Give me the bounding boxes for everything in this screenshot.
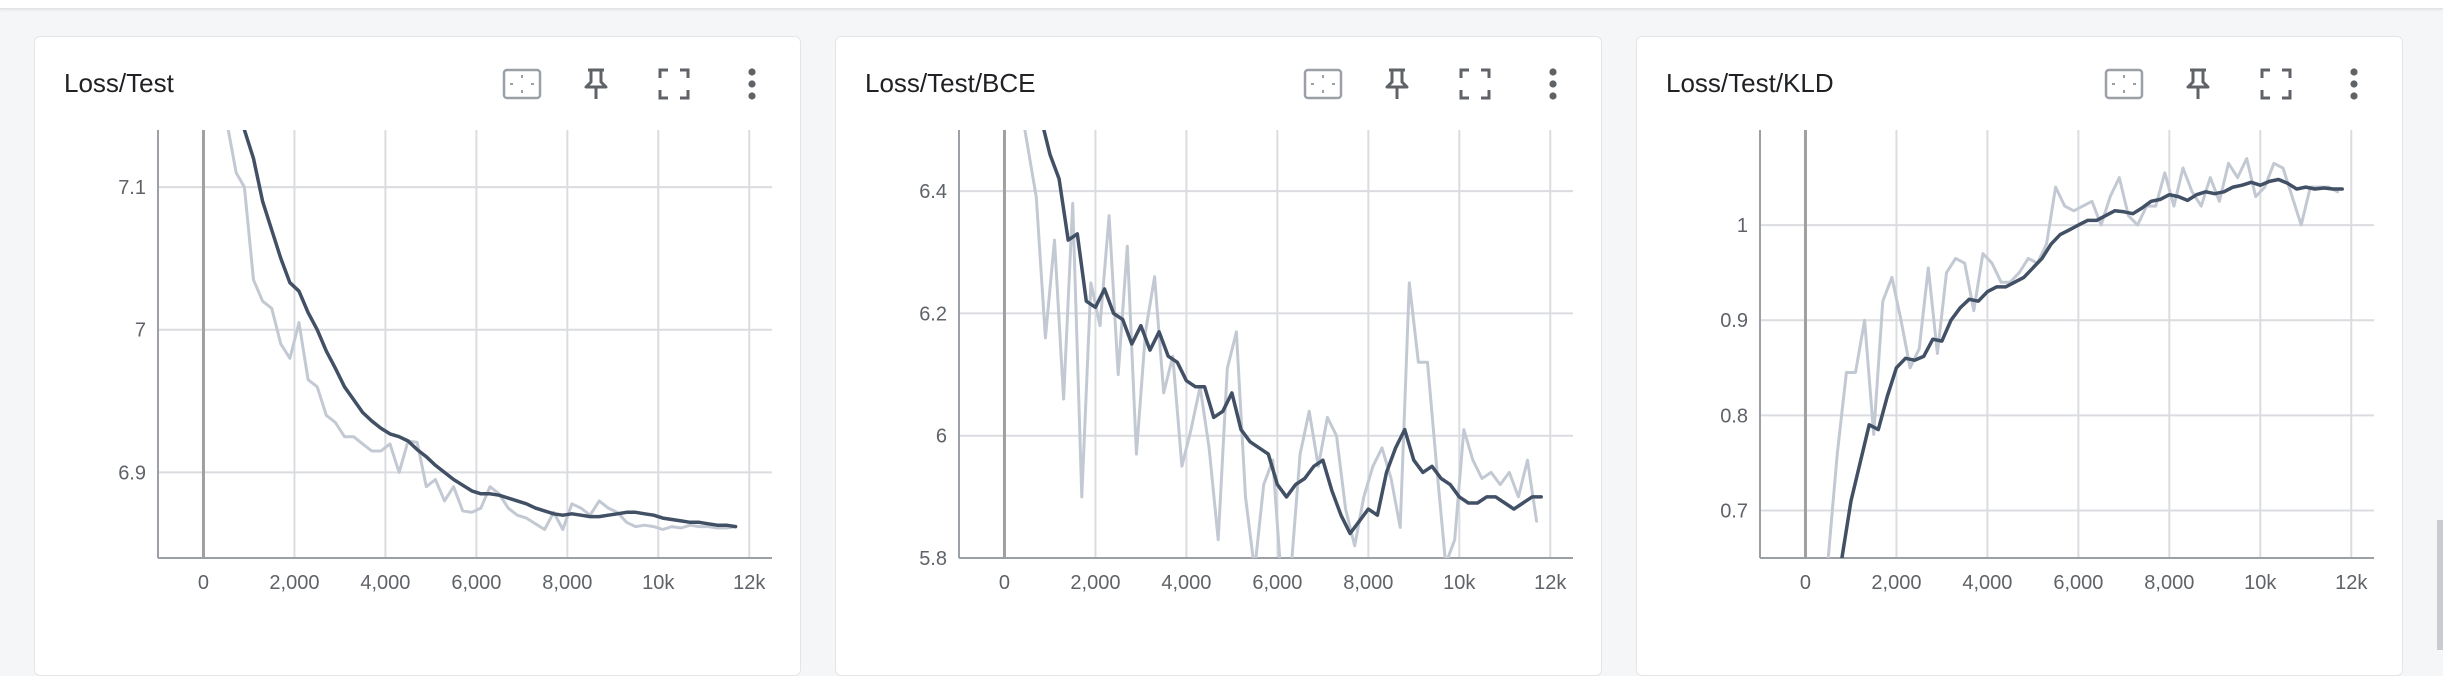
x-tick-label: 0	[198, 572, 209, 594]
x-tick-label: 2,000	[1070, 572, 1120, 594]
y-tick-label: 7.1	[118, 177, 146, 199]
x-tick-label: 2,000	[269, 572, 319, 594]
x-tick-label: 4,000	[1161, 572, 1211, 594]
y-tick-label: 0.9	[1720, 310, 1748, 332]
page-scrollbar[interactable]	[2437, 520, 2443, 650]
pin-icon	[1385, 68, 1409, 99]
x-tick-label: 6,000	[2053, 572, 2103, 594]
fit-domain-button[interactable]	[2102, 62, 2146, 106]
series-line-smoothed	[1840, 177, 2344, 558]
x-tick-label: 12k	[2335, 572, 2368, 594]
chart-title: Loss/Test	[64, 68, 174, 98]
pin-button[interactable]	[1375, 62, 1419, 106]
series-line-smoothed	[1042, 130, 1543, 536]
chart-card	[34, 36, 801, 676]
x-tick-label: 10k	[642, 572, 675, 594]
y-tick-label: 6	[936, 426, 947, 448]
x-tick-label: 10k	[1443, 572, 1476, 594]
grid-lines	[1760, 130, 2374, 558]
fit-domain-icon	[502, 68, 542, 100]
pin-button[interactable]	[574, 62, 618, 106]
chart-title: Loss/Test/BCE	[865, 68, 1036, 98]
y-tick-label: 7	[135, 320, 146, 342]
x-tick-label: 8,000	[542, 572, 592, 594]
x-tick-label: 0	[1800, 572, 1811, 594]
pin-icon	[584, 68, 608, 99]
fit-domain-icon	[2104, 68, 2144, 100]
series-line-smoothed	[242, 130, 738, 529]
more-vert-button[interactable]	[1531, 62, 1575, 106]
fit-domain-button[interactable]	[500, 62, 544, 106]
x-tick-label: 0	[999, 572, 1010, 594]
chart-plot-area[interactable]: 0 2,000 4,000 6,000 8,000 10k 12k 0.7 0.8 0.9 1	[1636, 120, 2403, 620]
more-vert-icon	[748, 68, 756, 100]
x-tick-label: 6,000	[1252, 572, 1302, 594]
pin-button[interactable]	[2176, 62, 2220, 106]
fit-domain-icon	[1303, 68, 1343, 100]
y-tick-label: 0.8	[1720, 405, 1748, 427]
y-tick-label: 6.4	[919, 181, 947, 203]
more-vert-icon	[1549, 68, 1557, 100]
x-tick-label: 4,000	[360, 572, 410, 594]
more-vert-button[interactable]	[730, 62, 774, 106]
fullscreen-button[interactable]	[652, 62, 696, 106]
more-vert-icon	[2350, 68, 2358, 100]
more-vert-button[interactable]	[2332, 62, 2376, 106]
fullscreen-button[interactable]	[1453, 62, 1497, 106]
fit-domain-button[interactable]	[1301, 62, 1345, 106]
fullscreen-icon	[1459, 68, 1491, 100]
grid-lines	[158, 130, 772, 558]
y-tick-label: 0.7	[1720, 500, 1748, 522]
x-tick-label: 4,000	[1962, 572, 2012, 594]
x-tick-label: 12k	[733, 572, 766, 594]
x-tick-label: 8,000	[1343, 572, 1393, 594]
fullscreen-icon	[2260, 68, 2292, 100]
series-line-raw	[226, 130, 738, 531]
x-tick-label: 12k	[1534, 572, 1567, 594]
y-tick-label: 6.2	[919, 303, 947, 325]
pin-icon	[2186, 68, 2210, 99]
x-tick-label: 2,000	[1871, 572, 1921, 594]
y-tick-label: 5.8	[919, 548, 947, 570]
fullscreen-icon	[658, 68, 690, 100]
x-tick-label: 8,000	[2144, 572, 2194, 594]
chart-card	[835, 36, 1602, 676]
fullscreen-button[interactable]	[2254, 62, 2298, 106]
y-tick-label: 1	[1737, 215, 1748, 237]
x-tick-label: 6,000	[451, 572, 501, 594]
y-tick-label: 6.9	[118, 462, 146, 484]
grid-lines	[959, 130, 1573, 559]
x-tick-label: 10k	[2244, 572, 2277, 594]
series-line-raw	[1023, 130, 1539, 558]
chart-plot-area[interactable]: 0 2,000 4,000 6,000 8,000 10k 12k 5.8 6 6.2 6.4	[835, 120, 1602, 620]
chart-plot-area[interactable]: 0 2,000 4,000 6,000 8,000 10k 12k 6.9 7 7.1	[34, 120, 801, 620]
chart-title: Loss/Test/KLD	[1666, 68, 1834, 98]
top-toolbar-strip	[0, 0, 2443, 9]
